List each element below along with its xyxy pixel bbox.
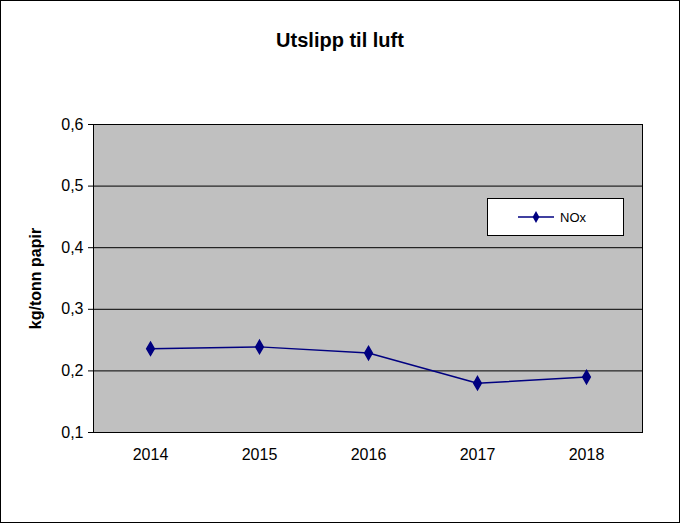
svg-text:2016: 2016 — [351, 446, 387, 463]
svg-text:2014: 2014 — [133, 446, 169, 463]
svg-text:0,6: 0,6 — [61, 116, 83, 133]
svg-text:0,1: 0,1 — [61, 424, 83, 441]
svg-text:0,5: 0,5 — [61, 177, 83, 194]
svg-text:0,4: 0,4 — [61, 239, 83, 256]
svg-text:2015: 2015 — [242, 446, 278, 463]
svg-text:2018: 2018 — [569, 446, 605, 463]
svg-text:kg/tonn papir: kg/tonn papir — [27, 228, 44, 329]
html-text:Utslipp til luft: Utslipp til luft — [276, 29, 404, 51]
svg-text:0,2: 0,2 — [61, 362, 83, 379]
svg-text:2017: 2017 — [460, 446, 496, 463]
svg-text:0,3: 0,3 — [61, 300, 83, 317]
html-text:NOx: NOx — [560, 209, 586, 225]
